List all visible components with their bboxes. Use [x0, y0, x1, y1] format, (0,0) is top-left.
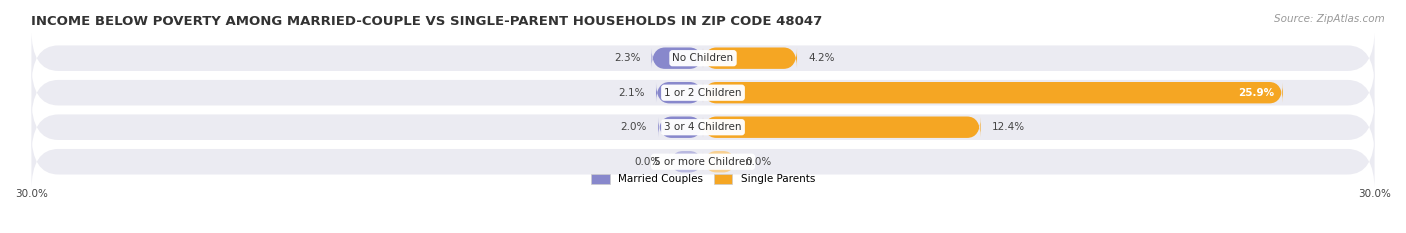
FancyBboxPatch shape — [31, 30, 1375, 87]
Text: Source: ZipAtlas.com: Source: ZipAtlas.com — [1274, 14, 1385, 24]
FancyBboxPatch shape — [31, 64, 1375, 121]
Text: No Children: No Children — [672, 53, 734, 63]
Text: 5 or more Children: 5 or more Children — [654, 157, 752, 167]
FancyBboxPatch shape — [703, 151, 737, 172]
Text: 4.2%: 4.2% — [808, 53, 835, 63]
Text: 1 or 2 Children: 1 or 2 Children — [664, 88, 742, 98]
Text: 12.4%: 12.4% — [991, 122, 1025, 132]
FancyBboxPatch shape — [31, 99, 1375, 156]
FancyBboxPatch shape — [703, 116, 980, 138]
FancyBboxPatch shape — [703, 82, 1282, 103]
Text: 2.3%: 2.3% — [614, 53, 640, 63]
FancyBboxPatch shape — [658, 116, 703, 138]
FancyBboxPatch shape — [651, 48, 703, 69]
FancyBboxPatch shape — [703, 48, 797, 69]
FancyBboxPatch shape — [31, 133, 1375, 190]
Legend: Married Couples, Single Parents: Married Couples, Single Parents — [591, 174, 815, 185]
Text: 3 or 4 Children: 3 or 4 Children — [664, 122, 742, 132]
Text: 2.0%: 2.0% — [620, 122, 647, 132]
Text: 25.9%: 25.9% — [1237, 88, 1274, 98]
Text: 0.0%: 0.0% — [745, 157, 772, 167]
Text: INCOME BELOW POVERTY AMONG MARRIED-COUPLE VS SINGLE-PARENT HOUSEHOLDS IN ZIP COD: INCOME BELOW POVERTY AMONG MARRIED-COUPL… — [31, 15, 823, 28]
Text: 2.1%: 2.1% — [619, 88, 645, 98]
Text: 0.0%: 0.0% — [634, 157, 661, 167]
FancyBboxPatch shape — [657, 82, 703, 103]
FancyBboxPatch shape — [669, 151, 703, 172]
